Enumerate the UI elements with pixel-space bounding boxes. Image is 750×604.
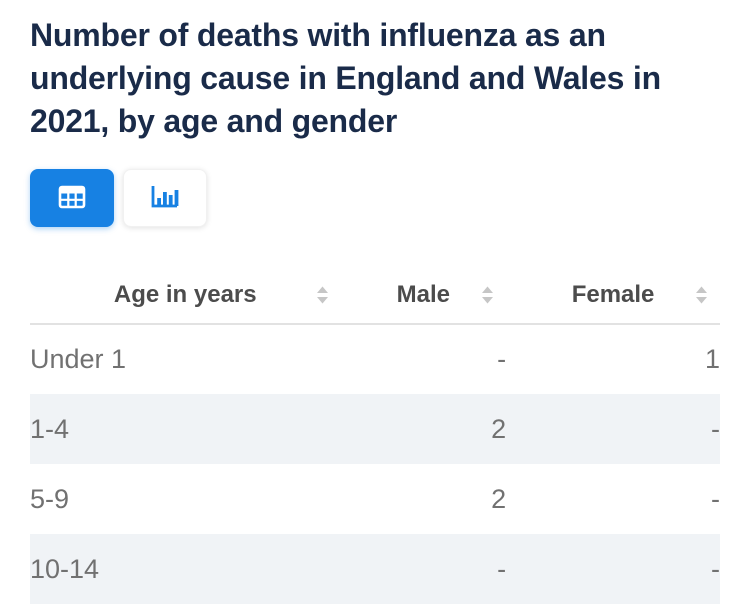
column-header-female[interactable]: Female — [506, 267, 720, 325]
table-row: 1-4 2 - — [30, 394, 720, 464]
cell-male: - — [497, 344, 507, 374]
cell-age: Under 1 — [30, 344, 127, 374]
sort-icon[interactable] — [481, 286, 494, 305]
column-label: Male — [396, 281, 450, 308]
column-header-age[interactable]: Age in years — [30, 267, 341, 325]
chart-view-button[interactable] — [123, 169, 207, 227]
data-table: Age in years Male — [30, 267, 720, 604]
view-toggle — [30, 169, 720, 227]
cell-female: - — [711, 483, 720, 514]
table-row: 5-9 2 - — [30, 464, 720, 534]
table-grid-icon — [57, 184, 87, 213]
cell-male: - — [497, 553, 507, 584]
cell-age: 1-4 — [30, 413, 70, 444]
column-header-male[interactable]: Male — [340, 267, 507, 325]
cell-age: 10-14 — [30, 553, 100, 584]
column-label: Female — [571, 281, 655, 308]
cell-age: 5-9 — [30, 483, 70, 514]
cell-male: 2 — [491, 483, 507, 514]
column-label: Age in years — [113, 281, 257, 308]
sort-icon[interactable] — [316, 286, 329, 305]
table-header-row: Age in years Male — [30, 267, 720, 325]
cell-female: 1 — [704, 344, 720, 374]
cell-male: 2 — [491, 413, 507, 444]
table-row: Under 1 - 1 — [30, 324, 720, 394]
table-row: 10-14 - - — [30, 534, 720, 604]
bar-chart-icon — [148, 183, 182, 214]
sort-icon[interactable] — [695, 286, 708, 305]
cell-female: - — [711, 413, 720, 444]
page-title: Number of deaths with influenza as an un… — [30, 17, 661, 139]
table-view-button[interactable] — [30, 169, 114, 227]
cell-female: - — [711, 553, 720, 584]
